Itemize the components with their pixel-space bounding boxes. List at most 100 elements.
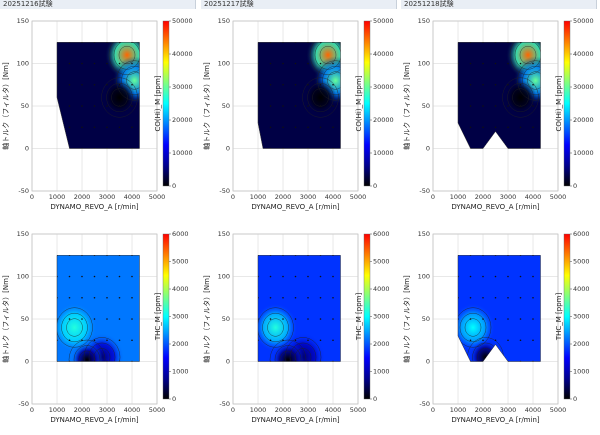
colorbar-tick-label: 0 xyxy=(573,182,577,190)
tab-20251216[interactable]: 20251216試験 xyxy=(0,0,196,9)
colorbar-tick-label: 3000 xyxy=(573,313,590,321)
contour-line xyxy=(73,345,101,362)
measurement-point xyxy=(106,360,108,362)
measurement-point xyxy=(469,42,472,44)
measurement-point xyxy=(532,126,534,129)
contour-line xyxy=(307,82,334,112)
measurement-point xyxy=(294,360,297,362)
measurement-point xyxy=(282,126,284,129)
measurement-point xyxy=(319,62,322,65)
colorbar xyxy=(363,233,371,400)
measurement-point xyxy=(494,83,497,86)
measurement-point xyxy=(81,255,83,257)
colorbar-tick-label: 0 xyxy=(573,395,577,403)
contour-line xyxy=(314,42,341,70)
measurement-point xyxy=(507,296,509,299)
measurement-point xyxy=(106,83,108,86)
measurement-point xyxy=(81,318,83,320)
measurement-point xyxy=(494,255,497,257)
measurement-point xyxy=(68,318,71,320)
y-tick-label: 0 xyxy=(25,145,29,153)
contour-line xyxy=(269,339,307,362)
measurement-point xyxy=(319,83,322,86)
measurement-point xyxy=(118,318,121,320)
colorbar-tick-label: 0 xyxy=(172,395,176,403)
contour-line xyxy=(101,77,138,118)
measurement-point xyxy=(507,318,509,320)
measurement-point xyxy=(319,255,322,257)
measurement-point xyxy=(81,105,83,107)
contour-line xyxy=(106,82,133,112)
measurement-point xyxy=(68,105,71,107)
measurement-point xyxy=(93,275,96,278)
tab-20251218[interactable]: 20251218試験 xyxy=(401,0,597,9)
measurement-point xyxy=(294,105,297,107)
contour-line xyxy=(108,42,140,75)
x-tick-label: 2000 xyxy=(475,193,492,201)
measurement-point xyxy=(294,296,297,299)
colorbar-tick-label: 6000 xyxy=(172,230,189,238)
measurement-point xyxy=(307,296,309,299)
measurement-point xyxy=(81,62,83,65)
measurement-point xyxy=(68,296,71,299)
measurement-point xyxy=(519,275,522,278)
measurement-point xyxy=(494,126,497,129)
x-tick-label: 1000 xyxy=(250,193,267,201)
measurement-point xyxy=(81,275,83,278)
measurement-point xyxy=(507,42,509,44)
measurement-point xyxy=(269,83,272,86)
contour-spot xyxy=(258,303,298,352)
measurement-point xyxy=(93,42,96,44)
contour-line xyxy=(327,71,341,90)
tab-20251217[interactable]: 20251217試験 xyxy=(201,0,397,9)
x-axis-label: DYNAMO_REVO_A [r/min] xyxy=(50,203,139,211)
y-axis-label: 軸トルク（フィルタ）[Nm] xyxy=(202,275,211,363)
measurement-point xyxy=(319,105,322,107)
chart-co-20251216: 0 1000 2000 3000 4000 5000 -50 0 50 100 150 DYNAMO_… xyxy=(0,9,198,217)
measurement-point xyxy=(482,339,484,342)
measurement-point xyxy=(93,147,96,149)
measurement-point xyxy=(106,339,108,342)
measurement-point xyxy=(106,318,108,320)
measurement-point xyxy=(258,255,259,257)
contour-line xyxy=(126,71,140,90)
measurement-point xyxy=(482,126,484,129)
y-tick-label: 50 xyxy=(222,102,230,110)
measurement-point xyxy=(118,62,121,65)
measurement-point xyxy=(494,318,497,320)
measurement-point xyxy=(519,360,522,362)
y-tick-label: -50 xyxy=(219,187,230,195)
x-tick-label: 5000 xyxy=(550,193,567,201)
colorbar-label: THC_M [ppm] xyxy=(355,293,363,342)
contour-line xyxy=(527,71,541,90)
x-tick-label: 4000 xyxy=(325,406,342,414)
measurement-point xyxy=(68,62,71,65)
measurement-point xyxy=(469,83,472,86)
contour-line xyxy=(289,342,317,362)
region-outline xyxy=(257,255,341,362)
measurement-point xyxy=(532,42,534,44)
measurement-point xyxy=(131,83,133,86)
measurement-point xyxy=(519,62,522,65)
contour-field xyxy=(458,255,541,362)
colorbar-label: THC_M [ppm] xyxy=(154,293,162,342)
y-tick-label: 150 xyxy=(17,230,29,238)
colorbar-label: CO(Hi)_M [ppm] xyxy=(355,75,363,131)
measurement-point xyxy=(282,360,284,362)
contour-line xyxy=(66,318,83,337)
measurement-point xyxy=(332,42,334,44)
measurement-point xyxy=(507,126,509,129)
colorbar-tick-label: 3000 xyxy=(172,313,189,321)
measurement-point xyxy=(106,105,108,107)
contour-line xyxy=(302,77,339,118)
measurement-point xyxy=(118,147,121,149)
measurement-point xyxy=(532,318,534,320)
measurement-point xyxy=(294,339,297,342)
colorbar-tick-label: 2000 xyxy=(573,340,590,348)
colorbar-tick-label: 20000 xyxy=(573,116,594,124)
measurement-point xyxy=(307,83,309,86)
region-outline xyxy=(56,255,140,362)
measurement-point xyxy=(294,42,297,44)
measurement-point xyxy=(269,147,272,149)
x-tick-label: 1000 xyxy=(450,193,467,201)
